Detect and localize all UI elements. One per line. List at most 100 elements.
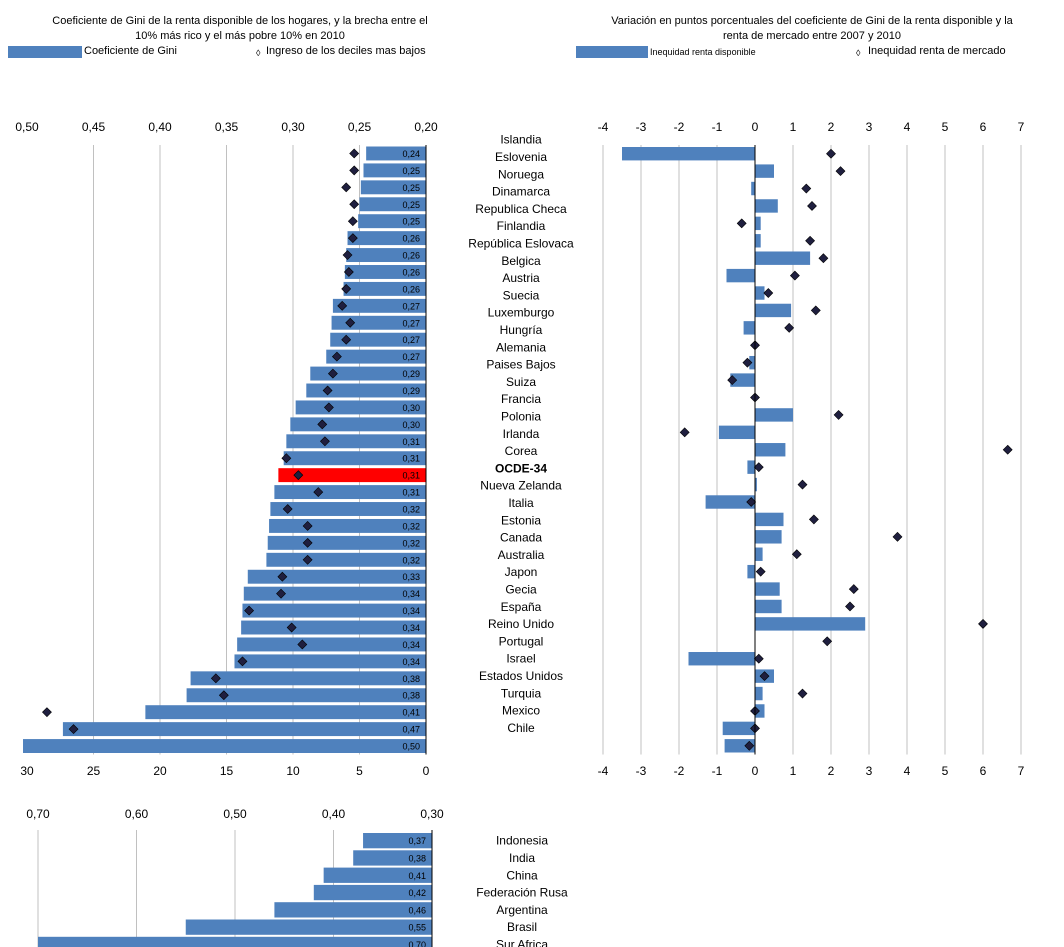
disposable-income-bar bbox=[751, 181, 755, 196]
decile-income-marker bbox=[327, 368, 338, 379]
left-top-tick-label: 0,25 bbox=[348, 120, 372, 134]
legend-label-gini: Coeficiente de Gini bbox=[84, 45, 177, 57]
disposable-income-bar bbox=[730, 373, 755, 387]
decile-income-marker bbox=[341, 182, 352, 193]
decile-income-marker bbox=[286, 622, 297, 633]
gini-bar bbox=[344, 265, 426, 279]
gini-bar-value-label: 0,27 bbox=[402, 352, 420, 362]
country-label: Finlandia bbox=[497, 219, 546, 233]
country-label: Republica Checa bbox=[475, 202, 567, 216]
market-income-marker bbox=[763, 288, 774, 298]
market-income-marker bbox=[753, 653, 764, 664]
country-label: Estonia bbox=[501, 513, 541, 527]
market-income-marker bbox=[1002, 444, 1013, 455]
disposable-income-bar bbox=[755, 199, 778, 213]
left-top-tick-label: 0,45 bbox=[82, 120, 106, 134]
decile-income-marker bbox=[319, 436, 330, 447]
gini-bar-value-label: 0,34 bbox=[402, 623, 420, 633]
gini-bar-value-label: 0,29 bbox=[402, 386, 420, 396]
gini-bar-value-label: 0,30 bbox=[402, 403, 420, 413]
emerging-gini-value-label: 0,37 bbox=[408, 836, 426, 846]
gini-bar-value-label: 0,25 bbox=[402, 166, 420, 176]
market-income-marker bbox=[845, 601, 855, 612]
market-income-marker bbox=[746, 497, 757, 507]
bottom-top-tick-label: 0,50 bbox=[223, 807, 247, 821]
market-income-marker bbox=[807, 201, 817, 211]
gini-bar-value-label: 0,32 bbox=[402, 505, 420, 515]
market-income-marker bbox=[755, 566, 766, 577]
gini-bar bbox=[326, 349, 426, 364]
disposable-income-bar bbox=[622, 147, 755, 161]
market-income-marker bbox=[892, 531, 903, 542]
market-income-marker bbox=[759, 671, 770, 682]
decile-income-marker bbox=[218, 690, 229, 701]
country-label: España bbox=[501, 600, 542, 614]
gini-bar bbox=[237, 637, 426, 652]
market-income-marker bbox=[833, 409, 844, 420]
gini-bar bbox=[234, 654, 426, 669]
emerging-gini-value-label: 0,46 bbox=[408, 905, 426, 915]
decile-income-marker bbox=[341, 334, 352, 345]
market-income-marker bbox=[784, 322, 795, 333]
right-top-tick-label: 5 bbox=[942, 120, 949, 134]
right-top-tick-label: 3 bbox=[866, 120, 873, 134]
gini-bar bbox=[243, 586, 426, 601]
country-label: Estados Unidos bbox=[479, 669, 563, 683]
right-bottom-tick-label: -2 bbox=[674, 764, 685, 778]
right-top-tick-label: 7 bbox=[1018, 120, 1025, 134]
gini-bar bbox=[186, 688, 426, 703]
decile-income-marker bbox=[322, 385, 333, 396]
gini-bar-value-label: 0,26 bbox=[402, 267, 420, 277]
gini-bar bbox=[270, 502, 426, 516]
gini-bar-value-label: 0,32 bbox=[402, 521, 420, 531]
decile-income-marker bbox=[313, 487, 324, 498]
gini-bar-value-label: 0,31 bbox=[402, 437, 420, 447]
right-chart-title-line1: Variación en puntos porcentuales del coe… bbox=[611, 15, 1013, 27]
gini-bar bbox=[310, 366, 426, 381]
market-income-marker bbox=[736, 218, 747, 229]
decile-income-marker bbox=[349, 199, 360, 210]
left-top-tick-label: 0,35 bbox=[215, 120, 239, 134]
decile-income-marker bbox=[343, 267, 354, 277]
emerging-gini-value-label: 0,38 bbox=[408, 853, 426, 863]
country-label: Luxemburgo bbox=[488, 306, 555, 320]
legend-label-renta-disponible: Inequidad renta disponible bbox=[650, 47, 756, 57]
right-top-tick-label: -3 bbox=[636, 120, 647, 134]
gini-bar-value-label: 0,31 bbox=[402, 488, 420, 498]
gini-bar-value-label: 0,27 bbox=[402, 335, 420, 345]
disposable-income-bar bbox=[755, 617, 866, 631]
market-income-marker bbox=[805, 235, 816, 246]
country-label: Polonia bbox=[501, 409, 541, 423]
gini-bar bbox=[23, 739, 426, 753]
gini-bar bbox=[359, 197, 426, 212]
country-label: Suiza bbox=[506, 375, 536, 389]
right-bottom-tick-label: 5 bbox=[942, 764, 949, 778]
country-label: Reino Unido bbox=[488, 617, 554, 631]
disposable-income-bar bbox=[755, 686, 763, 701]
country-label: Hungría bbox=[500, 323, 543, 337]
gini-bar bbox=[363, 163, 426, 178]
disposable-income-bar bbox=[747, 564, 755, 579]
left-chart-title-line1: Coeficiente de Gini de la renta disponib… bbox=[52, 15, 428, 27]
emerging-gini-bar bbox=[185, 919, 432, 935]
legend-swatch-gini bbox=[8, 46, 82, 58]
left-bottom-tick-label: 15 bbox=[220, 764, 234, 778]
gini-bar-value-label: 0,31 bbox=[402, 454, 420, 464]
emerging-gini-bar bbox=[38, 936, 432, 947]
gini-bar-value-label: 0,47 bbox=[402, 725, 420, 735]
left-top-tick-label: 0,30 bbox=[281, 120, 305, 134]
country-label: Paises Bajos bbox=[486, 358, 555, 372]
gini-bar-highlight bbox=[278, 468, 426, 483]
right-bottom-tick-label: 7 bbox=[1018, 764, 1025, 778]
decile-income-marker bbox=[68, 724, 79, 735]
decile-income-marker bbox=[244, 605, 255, 616]
decile-income-marker bbox=[331, 351, 342, 362]
left-bottom-tick-label: 0 bbox=[423, 764, 430, 778]
left-bottom-tick-label: 10 bbox=[286, 764, 300, 778]
disposable-income-bar bbox=[755, 547, 763, 561]
emerging-gini-bar bbox=[313, 884, 432, 901]
right-bottom-tick-label: -4 bbox=[598, 764, 609, 778]
country-label: Islandia bbox=[500, 133, 542, 147]
gini-bar bbox=[290, 417, 426, 432]
market-income-marker bbox=[744, 740, 755, 751]
